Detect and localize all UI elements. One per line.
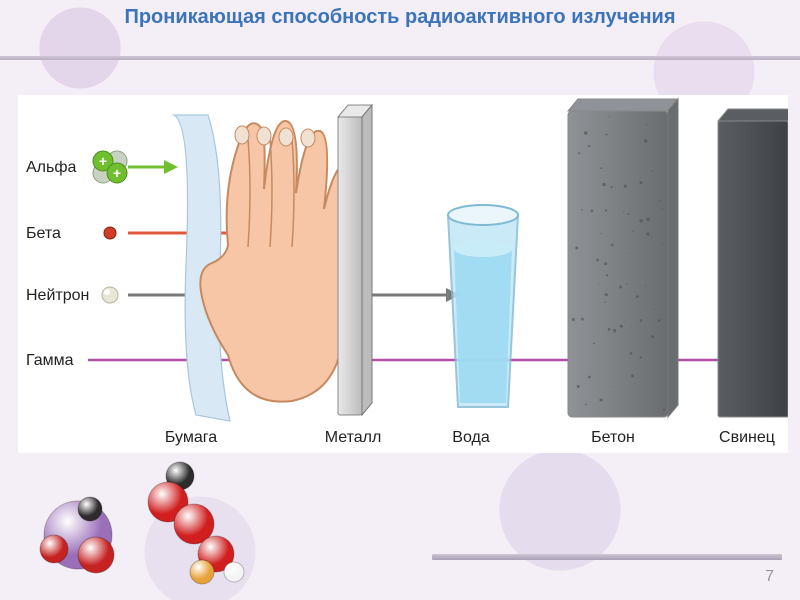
title-rule [0, 56, 800, 60]
label-gamma: Гамма [26, 352, 74, 370]
page-title: Проникающая способность радиоактивного и… [0, 6, 800, 29]
label-paper: Бумага [144, 429, 238, 447]
penetration-diagram: + + Альфа Бета Нейтрон Гамма Бумага Метал… [18, 95, 788, 453]
footer-rule [432, 554, 782, 560]
page-number: 7 [765, 568, 774, 586]
label-concrete: Бетон [558, 429, 668, 447]
label-alpha: Альфа [26, 159, 76, 177]
label-lead: Свинец [700, 429, 794, 447]
label-water: Вода [424, 429, 518, 447]
svg-text:+: + [99, 153, 107, 169]
label-neutron: Нейтрон [26, 287, 89, 305]
svg-text:+: + [113, 165, 121, 181]
label-beta: Бета [26, 225, 61, 243]
label-metal: Металл [306, 429, 400, 447]
